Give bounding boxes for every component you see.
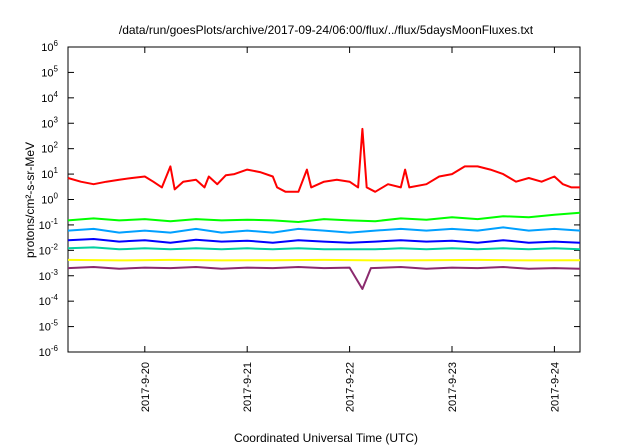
x-tick-label: 2017-9-21 [242,362,254,412]
y-tick-label: 103 [41,115,58,130]
x-tick-label: 2017-9-23 [447,362,459,412]
plot-frame [67,46,581,353]
y-tick-label: 10-6 [39,344,59,359]
series-line-6 [67,258,581,262]
x-tick-label: 2017-9-24 [549,362,561,412]
series-line-3 [67,226,581,234]
series-line-4 [67,238,581,244]
series-line-2 [67,211,581,223]
series-group [67,127,581,290]
y-tick-label: 10-2 [39,242,59,257]
series-line-5 [67,246,581,251]
y-tick-label: 104 [41,90,58,105]
y-tick-label: 10-1 [39,217,59,232]
x-axis-label: Coordinated Universal Time (UTC) [234,431,418,445]
y-tick-label: 100 [41,192,58,207]
y-tick-label: 101 [41,166,58,181]
y-tick-label: 105 [41,64,58,79]
y-tick-label: 10-3 [39,268,59,283]
y-axis-label: protons/cm²-s-sr-MeV [23,142,37,258]
x-tick-label: 2017-9-22 [345,362,357,412]
y-tick-label: 10-4 [39,293,59,308]
y-tick-label: 10-5 [39,319,59,334]
series-line-7 [67,266,581,290]
x-tick-label: 2017-9-20 [140,362,152,412]
y-tick-label: 106 [41,39,58,54]
y-tick-label: 102 [41,141,58,156]
x-axis: 2017-9-20 2017-9-21 2017-9-22 2017-9-23 2017… [140,47,561,412]
y-axis: 10-6 10-5 10-4 10-3 10-2 10-1 100 101 102 103 104 1… [39,39,580,359]
chart-title: /data/run/goesPlots/archive/2017-09-24/0… [119,23,534,37]
series-line-1 [67,127,580,193]
